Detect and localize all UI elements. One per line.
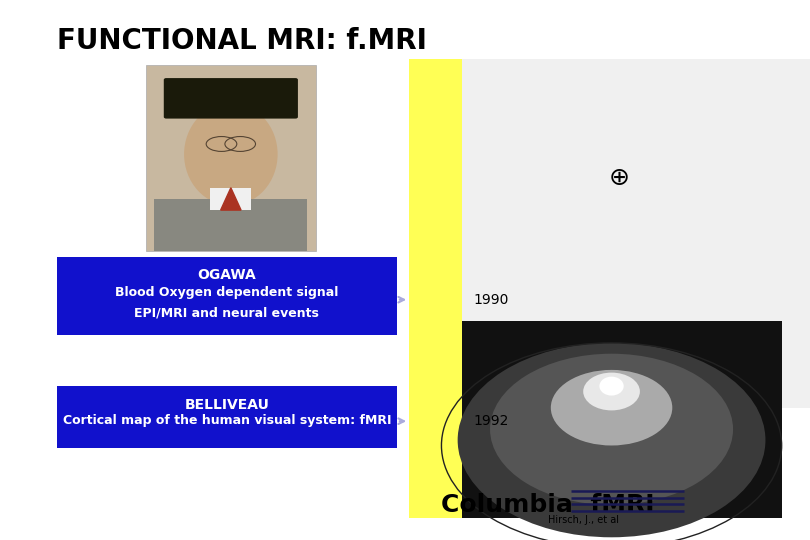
- Ellipse shape: [599, 377, 624, 395]
- Ellipse shape: [458, 343, 765, 537]
- Text: Cortical map of the human visual system: fMRI: Cortical map of the human visual system:…: [62, 414, 391, 427]
- Text: 1990: 1990: [474, 293, 509, 307]
- Text: EPI/MRI and neural events: EPI/MRI and neural events: [134, 307, 319, 320]
- Ellipse shape: [583, 373, 640, 410]
- FancyBboxPatch shape: [146, 65, 316, 251]
- Ellipse shape: [490, 354, 733, 505]
- FancyBboxPatch shape: [57, 386, 397, 448]
- Text: Columbia  fMRI: Columbia fMRI: [441, 493, 655, 517]
- Ellipse shape: [551, 370, 672, 446]
- FancyBboxPatch shape: [164, 78, 298, 119]
- FancyBboxPatch shape: [411, 59, 810, 408]
- FancyBboxPatch shape: [409, 59, 462, 518]
- Text: 1992: 1992: [474, 414, 509, 428]
- Text: OGAWA: OGAWA: [198, 268, 256, 282]
- Text: Blood Oxygen dependent signal: Blood Oxygen dependent signal: [115, 286, 339, 299]
- FancyBboxPatch shape: [57, 256, 397, 335]
- Text: Hirsch, J., et al: Hirsch, J., et al: [548, 515, 619, 525]
- Polygon shape: [220, 188, 241, 210]
- FancyBboxPatch shape: [211, 188, 251, 210]
- Text: BELLIVEAU: BELLIVEAU: [185, 398, 269, 412]
- FancyBboxPatch shape: [154, 199, 307, 251]
- Text: FUNCTIONAL MRI: f.MRI: FUNCTIONAL MRI: f.MRI: [57, 27, 427, 55]
- Text: ⊕: ⊕: [609, 166, 630, 190]
- Ellipse shape: [184, 103, 278, 205]
- FancyBboxPatch shape: [450, 321, 782, 518]
